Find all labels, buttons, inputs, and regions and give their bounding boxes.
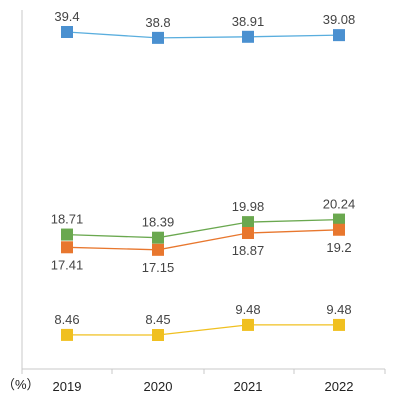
data-point-marker: [242, 318, 254, 331]
data-label: 38.91: [232, 14, 265, 29]
data-label: 20.24: [323, 197, 356, 212]
data-label: 19.98: [232, 199, 265, 214]
data-point-marker: [333, 318, 345, 331]
data-point-marker: [61, 26, 73, 38]
series-3: 17.41 17.15 18.87 19.2: [51, 223, 352, 275]
data-point-marker: [152, 31, 164, 44]
data-label: 17.15: [142, 260, 175, 275]
data-point-marker: [61, 228, 73, 241]
series-line: [66, 31, 340, 39]
data-label: 39.08: [323, 12, 356, 27]
data-point-marker: [242, 216, 254, 229]
data-label: 17.41: [51, 257, 84, 272]
unit-label: （%）: [2, 377, 40, 392]
data-label: 18.87: [232, 243, 265, 258]
data-point-marker: [61, 241, 73, 254]
series-2: 18.71 18.39 19.98 20.24: [51, 197, 356, 244]
data-label: 38.8: [145, 15, 170, 30]
data-label: 19.2: [326, 240, 351, 255]
series-4: 8.46 8.45 9.48 9.48: [54, 302, 352, 341]
data-label: 8.46: [54, 312, 79, 327]
x-tick-label: 2020: [144, 379, 173, 394]
data-point-marker: [152, 231, 164, 244]
data-point-marker: [61, 328, 73, 341]
x-tick-label: 2022: [325, 379, 354, 394]
data-point-marker: [152, 329, 164, 341]
data-label: 9.48: [326, 302, 351, 317]
data-label: 39.4: [54, 9, 79, 24]
series-layer: 39.4 38.8 38.91 39.08 18.71 18.39 19.98 20.24 17…: [51, 9, 356, 341]
data-label: 9.48: [235, 302, 260, 317]
series-line: [66, 218, 340, 239]
data-point-marker: [242, 30, 254, 43]
x-tick-label: 2019: [53, 379, 82, 394]
data-label: 8.45: [145, 312, 170, 327]
data-label: 18.71: [51, 212, 84, 227]
x-tick-label: 2021: [234, 379, 263, 394]
data-point-marker: [333, 213, 345, 226]
series-line: [66, 229, 340, 251]
data-point-marker: [333, 29, 345, 42]
data-point-marker: [152, 243, 164, 256]
data-point-marker: [333, 223, 345, 236]
data-label: 18.39: [142, 215, 175, 230]
x-axis-ticks: 2019 2020 2021 2022: [21, 369, 386, 394]
series-1: 39.4 38.8 38.91 39.08: [54, 9, 355, 44]
data-point-marker: [242, 226, 254, 239]
series-line: [66, 324, 339, 336]
